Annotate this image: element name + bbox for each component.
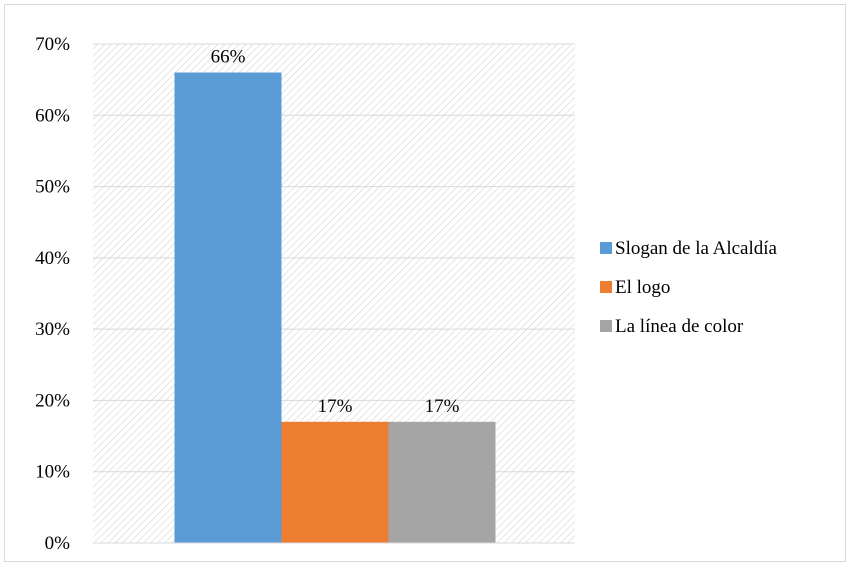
legend-label: La línea de color (615, 316, 744, 337)
legend-label: Slogan de la Alcaldía (615, 238, 778, 259)
bar (175, 73, 282, 543)
bar (389, 422, 496, 543)
y-tick-label: 30% (35, 319, 70, 340)
legend-swatch (600, 281, 612, 293)
legend-swatch (600, 242, 612, 254)
y-tick-label: 20% (35, 390, 70, 411)
bar (282, 422, 389, 543)
legend-label: El logo (615, 277, 670, 298)
data-label: 17% (425, 396, 460, 417)
y-tick-label: 70% (35, 34, 70, 55)
y-tick-label: 60% (35, 105, 70, 126)
y-axis: 0% 10% 20% 30% 40% 50% 60% 70% (35, 34, 70, 554)
y-tick-label: 40% (35, 248, 70, 269)
legend-swatch (600, 320, 612, 332)
y-tick-label: 50% (35, 177, 70, 198)
y-tick-label: 0% (45, 533, 71, 554)
legend: Slogan de la Alcaldía El logo La línea de … (600, 238, 778, 337)
y-tick-label: 10% (35, 462, 70, 483)
data-label: 66% (211, 47, 246, 68)
data-label: 17% (318, 396, 353, 417)
